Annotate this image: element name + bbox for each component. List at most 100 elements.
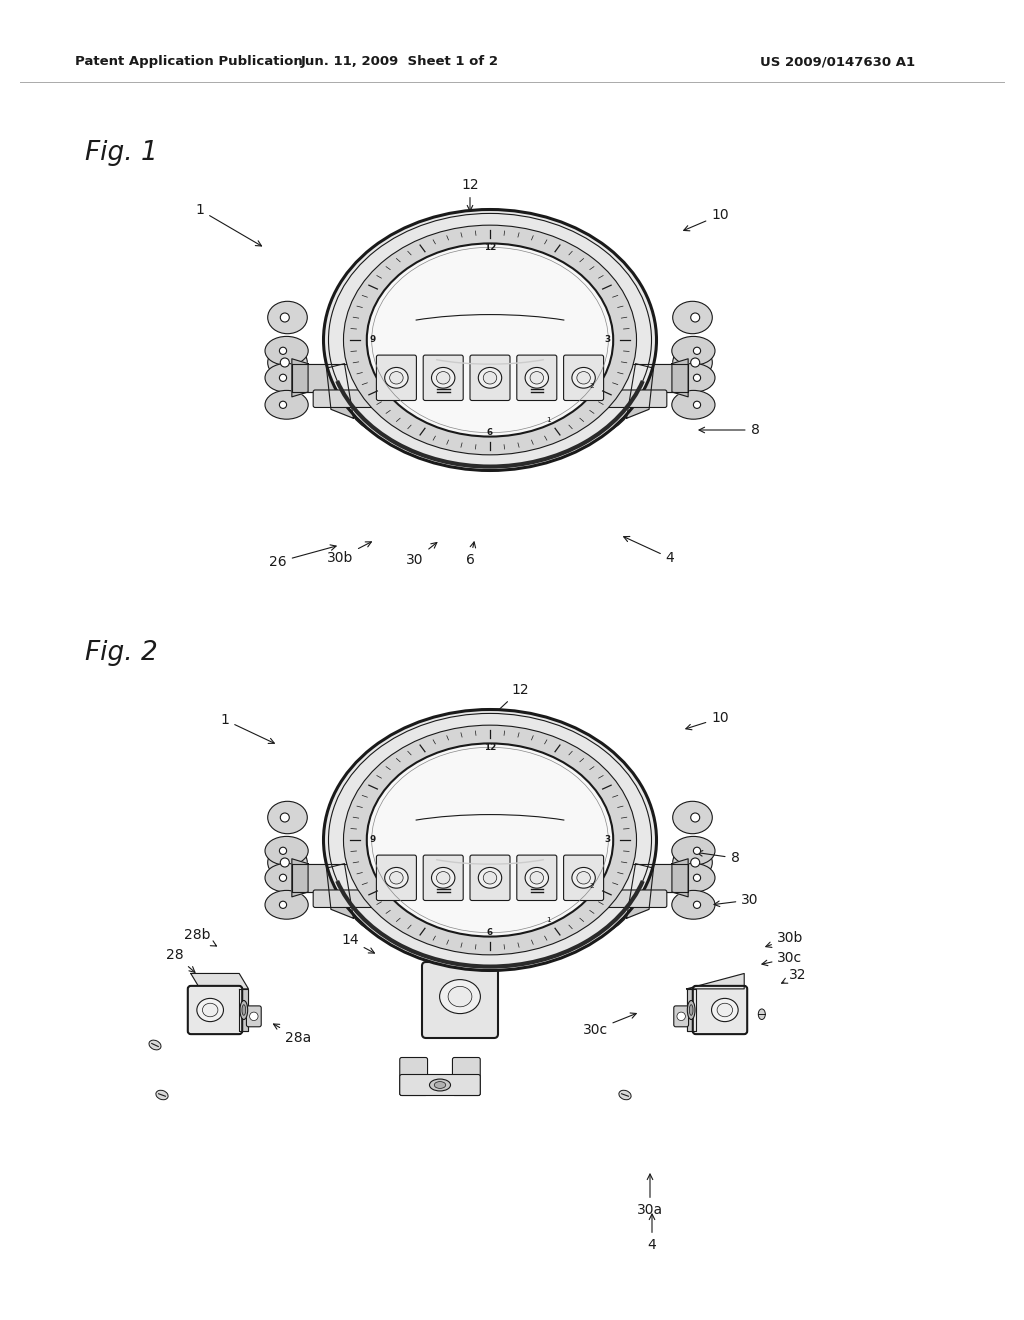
Text: 30b: 30b xyxy=(766,931,803,948)
Ellipse shape xyxy=(478,367,502,388)
Circle shape xyxy=(280,347,287,354)
Ellipse shape xyxy=(324,710,656,970)
Circle shape xyxy=(280,847,287,854)
Polygon shape xyxy=(240,989,249,1031)
Circle shape xyxy=(281,813,290,822)
Ellipse shape xyxy=(483,871,497,884)
Ellipse shape xyxy=(530,871,544,884)
Ellipse shape xyxy=(672,391,715,420)
FancyBboxPatch shape xyxy=(187,986,243,1034)
Polygon shape xyxy=(340,840,640,957)
Ellipse shape xyxy=(571,867,595,888)
Polygon shape xyxy=(627,363,653,418)
Text: 9: 9 xyxy=(370,335,376,345)
Text: 10: 10 xyxy=(684,209,729,231)
Polygon shape xyxy=(686,989,695,1031)
Ellipse shape xyxy=(434,1081,445,1089)
Ellipse shape xyxy=(436,871,450,884)
Circle shape xyxy=(693,902,700,908)
Text: 30b: 30b xyxy=(327,541,372,565)
Ellipse shape xyxy=(265,363,308,392)
Ellipse shape xyxy=(385,867,409,888)
Ellipse shape xyxy=(673,301,713,334)
Text: 8: 8 xyxy=(699,422,760,437)
Polygon shape xyxy=(292,859,308,896)
Ellipse shape xyxy=(672,863,715,892)
Ellipse shape xyxy=(429,1078,451,1090)
Text: 32: 32 xyxy=(781,968,807,983)
Text: 30c: 30c xyxy=(762,950,803,966)
Text: 1: 1 xyxy=(220,713,274,743)
Text: 12: 12 xyxy=(493,682,528,715)
Text: 28: 28 xyxy=(166,948,195,973)
Ellipse shape xyxy=(525,367,549,388)
Circle shape xyxy=(280,902,287,908)
Ellipse shape xyxy=(265,863,308,892)
Circle shape xyxy=(693,401,700,408)
Polygon shape xyxy=(672,359,688,397)
Polygon shape xyxy=(672,859,688,896)
Ellipse shape xyxy=(267,846,307,879)
FancyBboxPatch shape xyxy=(470,355,510,400)
Ellipse shape xyxy=(577,871,591,884)
Polygon shape xyxy=(627,863,653,919)
Text: 28b: 28b xyxy=(183,928,216,946)
Text: 26: 26 xyxy=(269,545,336,569)
Ellipse shape xyxy=(673,846,713,879)
Ellipse shape xyxy=(672,363,715,392)
Circle shape xyxy=(691,858,699,867)
Ellipse shape xyxy=(431,367,455,388)
Text: 12: 12 xyxy=(484,743,496,752)
FancyBboxPatch shape xyxy=(425,986,434,1015)
Ellipse shape xyxy=(436,372,450,384)
FancyBboxPatch shape xyxy=(486,986,495,1015)
Ellipse shape xyxy=(367,743,613,937)
Polygon shape xyxy=(292,863,688,892)
Ellipse shape xyxy=(343,725,637,954)
Ellipse shape xyxy=(673,801,713,834)
Text: 12: 12 xyxy=(484,243,496,252)
FancyBboxPatch shape xyxy=(377,855,417,900)
Ellipse shape xyxy=(525,867,549,888)
Ellipse shape xyxy=(687,1001,695,1019)
FancyBboxPatch shape xyxy=(313,389,667,408)
Ellipse shape xyxy=(449,986,472,1007)
Ellipse shape xyxy=(343,226,637,455)
Ellipse shape xyxy=(203,1003,218,1016)
Ellipse shape xyxy=(265,891,308,919)
Circle shape xyxy=(250,1012,258,1020)
Circle shape xyxy=(677,1012,685,1020)
Circle shape xyxy=(693,874,700,882)
Polygon shape xyxy=(292,363,688,392)
Text: 30c: 30c xyxy=(583,1012,636,1038)
Text: 1: 1 xyxy=(547,417,551,422)
FancyBboxPatch shape xyxy=(563,855,603,900)
Text: 30a: 30a xyxy=(637,1173,664,1217)
Text: 3: 3 xyxy=(604,335,610,345)
FancyBboxPatch shape xyxy=(517,355,557,400)
Text: 1: 1 xyxy=(547,917,551,923)
Circle shape xyxy=(691,313,699,322)
Ellipse shape xyxy=(267,346,307,379)
Polygon shape xyxy=(327,363,353,418)
Text: 2: 2 xyxy=(590,883,594,890)
FancyBboxPatch shape xyxy=(423,855,463,900)
Text: 3: 3 xyxy=(604,836,610,845)
Text: 4: 4 xyxy=(647,1214,656,1251)
Ellipse shape xyxy=(390,871,403,884)
Text: Fig. 2: Fig. 2 xyxy=(85,640,158,667)
Text: 14: 14 xyxy=(341,933,375,953)
Text: 6: 6 xyxy=(487,428,494,437)
FancyBboxPatch shape xyxy=(563,355,603,400)
Text: 30: 30 xyxy=(714,894,759,907)
Text: 8b: 8b xyxy=(544,923,573,942)
Circle shape xyxy=(693,374,700,381)
FancyBboxPatch shape xyxy=(422,962,498,1038)
Text: 30: 30 xyxy=(407,543,437,568)
FancyBboxPatch shape xyxy=(470,855,510,900)
Text: Patent Application Publication: Patent Application Publication xyxy=(75,55,303,69)
FancyBboxPatch shape xyxy=(377,355,417,400)
Ellipse shape xyxy=(240,1001,248,1019)
Ellipse shape xyxy=(672,891,715,919)
Ellipse shape xyxy=(618,1090,631,1100)
